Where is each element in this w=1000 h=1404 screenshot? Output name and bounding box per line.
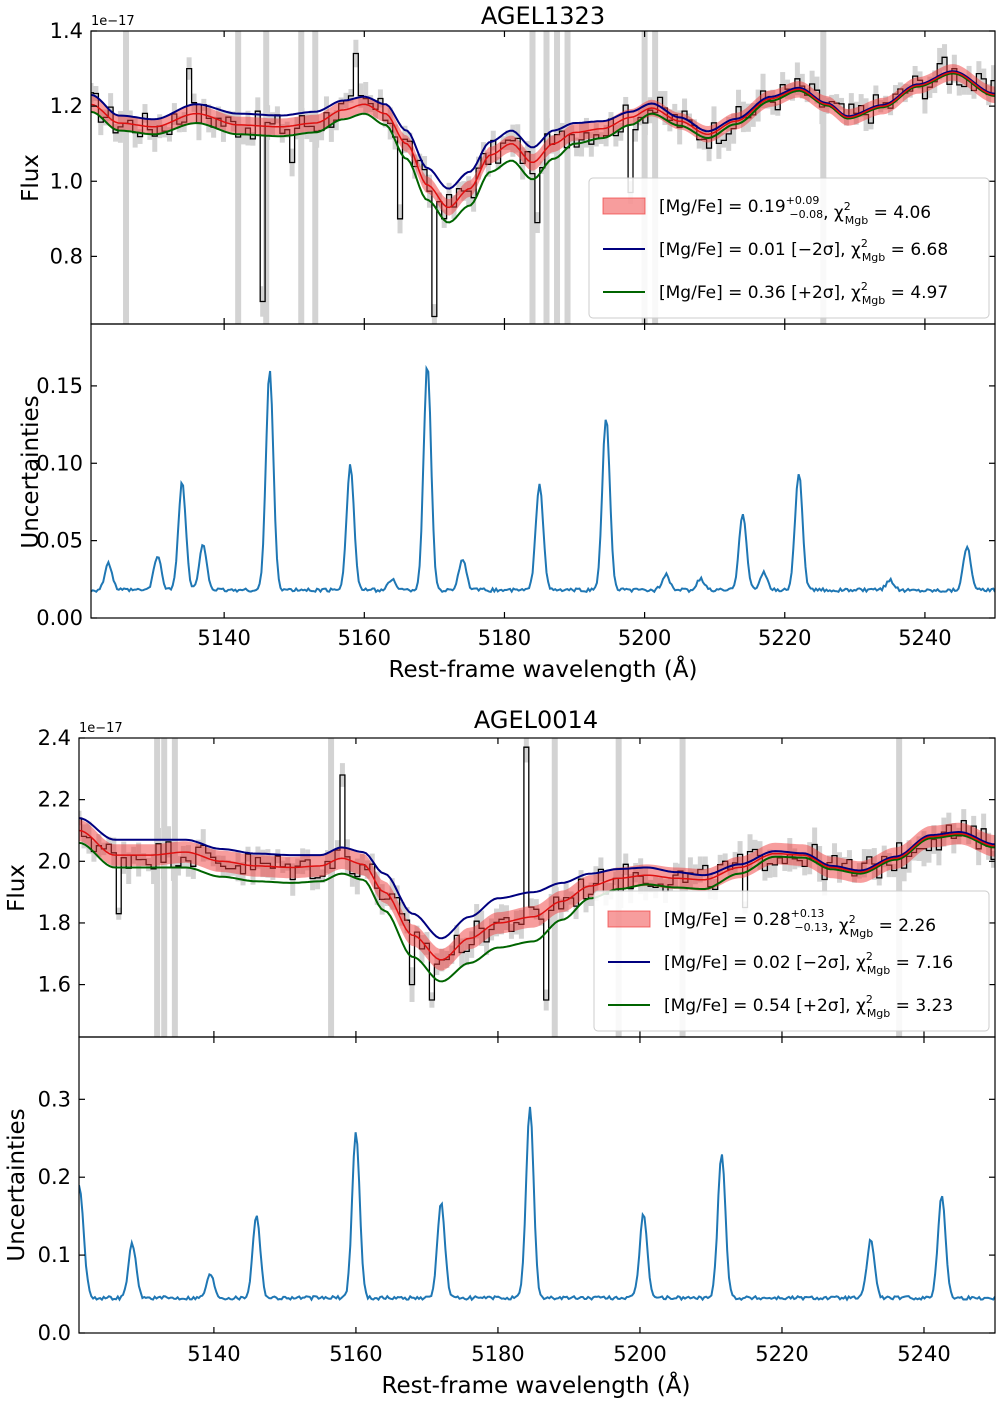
uncertainty-frame — [90, 323, 996, 619]
masked-region — [154, 738, 161, 1037]
x-tick-label: 5200 — [613, 1342, 666, 1366]
masked-region — [328, 738, 335, 1037]
offset-label: 1e−17 — [79, 721, 123, 736]
legend: [Mg/Fe] = 0.19+0.09 −0.08, χ2 Mgb = 4.06 [M… — [588, 177, 990, 319]
flux-panel: 0.8 1.0 1.2 1.4 [Mg/Fe] = 0.19+0.09 −0.08, χ2… — [50, 19, 996, 325]
y-tick-label: 1.4 — [50, 19, 83, 43]
legend-box — [593, 890, 990, 1032]
best-fit-model — [79, 829, 995, 961]
x-tick-label: 5240 — [897, 1342, 950, 1366]
uncertainty-panel: 0.00 0.05 0.10 0.15 5140 5160 5180 5200 5220 5240 — [36, 323, 996, 650]
legend-label: [Mg/Fe] = 0.54 [+2σ], χ2 Mgb = 3.23 — [664, 993, 953, 1020]
x-tick-label: 5220 — [755, 1342, 808, 1366]
y-axis-label-flux: Flux — [4, 864, 30, 912]
error-bar — [431, 304, 437, 324]
masked-region — [235, 31, 242, 324]
y-tick-label: 0.10 — [36, 451, 83, 475]
y-axis-label-flux: Flux — [18, 154, 44, 202]
chart-title: AGEL0014 — [474, 706, 598, 734]
uncertainty-plot-area — [91, 364, 995, 594]
best-fit-band — [79, 819, 995, 971]
y-tick-label: 0.1 — [38, 1243, 71, 1267]
y-axis-label-uncertainties: Uncertainties — [18, 395, 44, 548]
masked-region — [896, 738, 903, 1037]
legend-label: [Mg/Fe] = 0.01 [−2σ], χ2 Mgb = 6.68 — [659, 237, 948, 264]
legend-label: [Mg/Fe] = 0.28+0.13 −0.13, χ2 Mgb = 2.26 — [664, 907, 936, 940]
minus-2sigma-model — [79, 817, 995, 940]
masked-region — [543, 31, 550, 324]
legend-label: [Mg/Fe] = 0.19+0.09 −0.08, χ2 Mgb = 4.06 — [659, 194, 931, 227]
x-tick-label: 5140 — [197, 626, 250, 650]
masked-region — [161, 738, 168, 1037]
masked-region — [554, 31, 561, 324]
y-tick-label: 2.2 — [38, 788, 71, 812]
x-tick-label: 5220 — [758, 626, 811, 650]
masked-region — [312, 31, 319, 324]
y-tick-label: 0.05 — [36, 529, 83, 553]
flux-plot-area — [79, 738, 995, 1037]
legend-label: [Mg/Fe] = 0.02 [−2σ], χ2 Mgb = 7.16 — [664, 950, 953, 977]
y-tick-label: 2.4 — [38, 726, 71, 750]
error-bar — [523, 738, 529, 763]
best-fit-model — [91, 71, 995, 209]
y-tick-label: 0.0 — [38, 1321, 71, 1345]
masked-region — [171, 738, 178, 1037]
masked-region — [298, 31, 305, 324]
y-tick-label: 1.6 — [38, 973, 71, 997]
legend-swatch-band — [602, 197, 646, 215]
minus-2sigma-model — [91, 70, 995, 190]
masked-region — [123, 31, 130, 324]
x-tick-label: 5160 — [338, 626, 391, 650]
plus-2sigma-model — [91, 72, 995, 224]
y-tick-label: 0.8 — [50, 244, 83, 268]
y-tick-label: 0.15 — [36, 374, 83, 398]
legend-box — [588, 177, 990, 319]
x-tick-label: 5180 — [471, 1342, 524, 1366]
uncertainty-panel: 0.0 0.1 0.2 0.3 5140 5160 5180 5200 5220 5240 — [38, 1036, 996, 1366]
y-tick-label: 1.8 — [38, 911, 71, 935]
y-tick-label: 2.0 — [38, 849, 71, 873]
flux-panel: 1.6 1.8 2.0 2.2 2.4 [Mg/Fe] = 0.28+0.13 −0.13,… — [38, 726, 996, 1038]
uncertainty-line — [91, 364, 995, 594]
figure-agel0014: AGEL0014 1e−17 1.6 1.8 2.0 2.2 2.4 [Mg/Fe] = … — [4, 706, 996, 1399]
y-axis-label-uncertainties: Uncertainties — [4, 1108, 30, 1261]
masked-region — [564, 31, 571, 324]
legend: [Mg/Fe] = 0.28+0.13 −0.13, χ2 Mgb = 2.26 [M… — [593, 890, 990, 1032]
uncertainty-frame — [78, 1036, 996, 1334]
legend-label: [Mg/Fe] = 0.36 [+2σ], χ2 Mgb = 4.97 — [659, 280, 948, 307]
x-tick-label: 5200 — [618, 626, 671, 650]
masked-region — [263, 31, 270, 324]
x-tick-label: 5180 — [478, 626, 531, 650]
plus-2sigma-model — [79, 834, 995, 983]
x-tick-label: 5160 — [329, 1342, 382, 1366]
y-tick-label: 0.2 — [38, 1165, 71, 1189]
y-tick-label: 1.2 — [50, 94, 83, 118]
figure-agel1323: AGEL1323 1e−17 0.8 1.0 1.2 1.4 [Mg/Fe] = 0.1… — [18, 2, 996, 683]
chart-title: AGEL1323 — [481, 2, 605, 30]
x-axis-label: Rest-frame wavelength (Å) — [382, 1371, 691, 1399]
uncertainty-plot-area — [79, 1106, 995, 1302]
y-tick-label: 1.0 — [50, 169, 83, 193]
uncertainty-line — [79, 1106, 995, 1302]
legend-swatch-band — [607, 910, 651, 928]
x-tick-label: 5240 — [898, 626, 951, 650]
offset-label: 1e−17 — [91, 14, 135, 29]
flux-plot-area — [91, 31, 995, 324]
x-tick-label: 5140 — [187, 1342, 240, 1366]
x-axis-label: Rest-frame wavelength (Å) — [389, 655, 698, 683]
y-tick-label: 0.3 — [38, 1087, 71, 1111]
y-tick-label: 0.00 — [36, 606, 83, 630]
